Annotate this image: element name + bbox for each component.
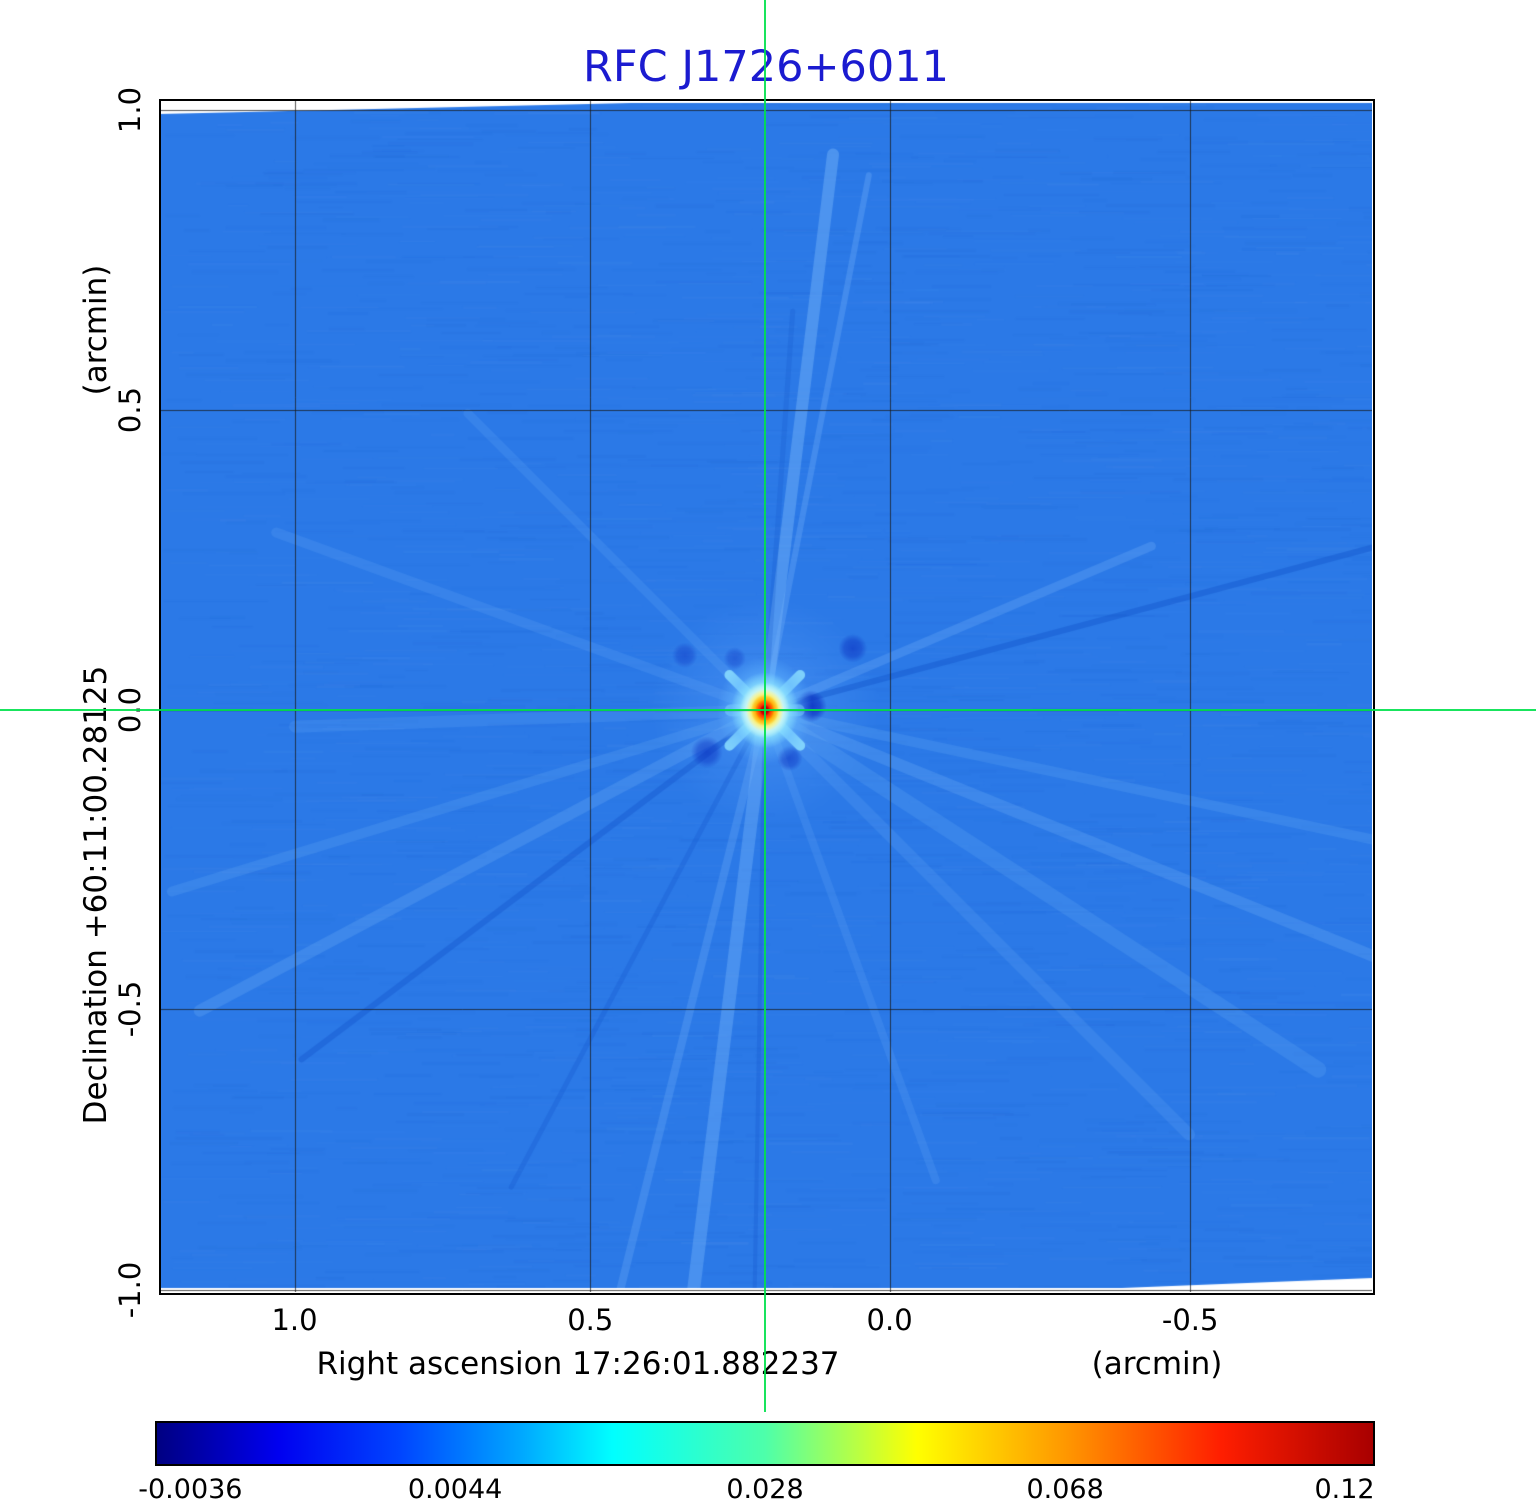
x-axis-label: Right ascension 17:26:01.882237 [316,1346,840,1382]
x-tick-label: 0.0 [866,1303,913,1337]
sky-map-heatmap [160,100,1372,1292]
crosshair-vertical-line [763,0,766,1412]
y-axis-unit: (arcmin) [78,264,114,396]
x-tick-label: -0.5 [1161,1303,1219,1337]
y-tick-label: -1.0 [113,1261,147,1318]
x-axis-unit: (arcmin) [1091,1346,1223,1382]
crosshair-horizontal-line [0,709,1536,712]
x-tick-label: 0.5 [567,1303,614,1337]
y-tick-label: 0.5 [113,386,147,433]
colorbar [155,1421,1375,1466]
colorbar-tick-label: 0.12 [1314,1474,1375,1505]
colorbar-tick-label: -0.0036 [138,1474,243,1505]
colorbar-tick-label: 0.028 [726,1474,804,1505]
x-tick-label: 1.0 [271,1303,318,1337]
y-axis-label: Declination +60:11:00.28125 [78,665,114,1125]
colorbar-tick-label: 0.0044 [407,1474,503,1505]
colorbar-tick-label: 0.068 [1026,1474,1104,1505]
y-tick-label: 1.0 [113,86,147,133]
plot-title: RFC J1726+6011 [583,42,949,92]
y-tick-label: -0.5 [113,981,147,1038]
